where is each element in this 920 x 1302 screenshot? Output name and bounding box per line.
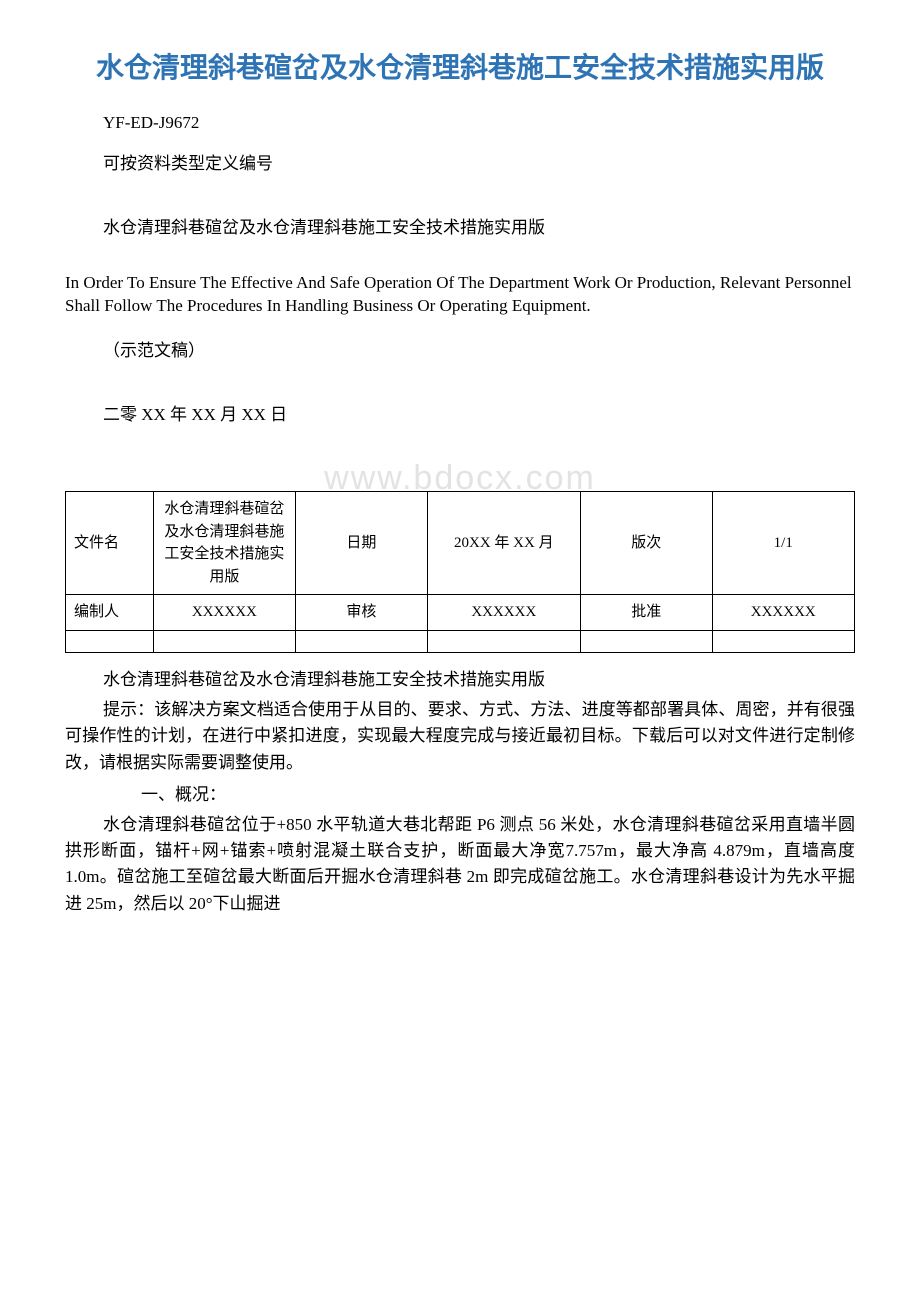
english-note: In Order To Ensure The Effective And Saf… [65, 272, 855, 318]
cell-label: 批准 [581, 595, 713, 631]
watermark: www.bdocx.com [65, 453, 855, 497]
table-row [66, 630, 855, 652]
cell-value: XXXXXX [712, 595, 854, 631]
sample-label: （示范文稿） [65, 338, 855, 364]
cell-label: 日期 [296, 492, 428, 595]
cell-empty [427, 630, 580, 652]
code-note: 可按资料类型定义编号 [65, 151, 855, 177]
cell-empty [66, 630, 154, 652]
cell-empty [153, 630, 295, 652]
cell-value: 水仓清理斜巷碹岔及水仓清理斜巷施工安全技术措施实用版 [153, 492, 295, 595]
cell-label: 版次 [581, 492, 713, 595]
cell-label: 编制人 [66, 595, 154, 631]
table-row: 编制人 XXXXXX 审核 XXXXXX 批准 XXXXXX [66, 595, 855, 631]
subtitle: 水仓清理斜巷碹岔及水仓清理斜巷施工安全技术措施实用版 [65, 215, 855, 241]
section-heading: 一、概况： [65, 782, 855, 808]
cell-empty [712, 630, 854, 652]
cell-empty [296, 630, 428, 652]
cell-value: 20XX 年 XX 月 [427, 492, 580, 595]
metadata-table: 文件名 水仓清理斜巷碹岔及水仓清理斜巷施工安全技术措施实用版 日期 20XX 年… [65, 491, 855, 653]
document-title: 水仓清理斜巷碹岔及水仓清理斜巷施工安全技术措施实用版 [65, 50, 855, 88]
cell-label: 文件名 [66, 492, 154, 595]
cell-empty [581, 630, 713, 652]
body-paragraph: 提示：该解决方案文档适合使用于从目的、要求、方式、方法、进度等都部署具体、周密，… [65, 697, 855, 776]
cell-value: XXXXXX [153, 595, 295, 631]
cell-value: XXXXXX [427, 595, 580, 631]
body-paragraph: 水仓清理斜巷碹岔及水仓清理斜巷施工安全技术措施实用版 [65, 667, 855, 693]
table-row: 文件名 水仓清理斜巷碹岔及水仓清理斜巷施工安全技术措施实用版 日期 20XX 年… [66, 492, 855, 595]
cell-value: 1/1 [712, 492, 854, 595]
body-paragraph: 水仓清理斜巷碹岔位于+850 水平轨道大巷北帮距 P6 测点 56 米处，水仓清… [65, 812, 855, 917]
cell-label: 审核 [296, 595, 428, 631]
document-code: YF-ED-J9672 [65, 110, 855, 136]
date-line: 二零 XX 年 XX 月 XX 日 [65, 402, 855, 428]
